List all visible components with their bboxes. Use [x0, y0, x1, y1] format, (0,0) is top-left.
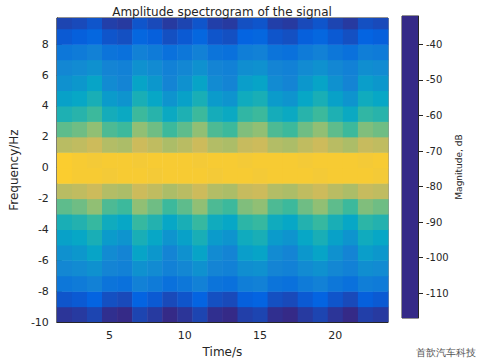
svg-text:-40: -40 [426, 39, 442, 50]
svg-text:20: 20 [328, 329, 342, 342]
svg-text:-70: -70 [426, 146, 442, 157]
svg-text:-6: -6 [38, 254, 49, 267]
svg-text:4: 4 [42, 99, 49, 112]
svg-text:Frequency/Hz: Frequency/Hz [7, 129, 21, 210]
svg-text:2: 2 [42, 130, 49, 143]
svg-text:-60: -60 [426, 110, 442, 121]
svg-text:-4: -4 [38, 223, 49, 236]
svg-text:-100: -100 [426, 252, 449, 263]
svg-text:-80: -80 [426, 181, 442, 192]
svg-text:-110: -110 [426, 288, 449, 299]
svg-text:首歆汽车科技: 首歆汽车科技 [416, 347, 476, 358]
svg-text:-8: -8 [38, 285, 49, 298]
svg-text:10: 10 [178, 329, 192, 342]
svg-text:6: 6 [42, 69, 49, 82]
svg-text:Magnitude, dB: Magnitude, dB [454, 134, 464, 199]
svg-text:0: 0 [42, 161, 49, 174]
svg-text:15: 15 [253, 329, 267, 342]
svg-text:5: 5 [106, 329, 113, 342]
svg-text:-2: -2 [38, 192, 49, 205]
svg-text:-10: -10 [31, 316, 49, 329]
svg-text:Time/s: Time/s [202, 345, 243, 359]
svg-text:8: 8 [42, 38, 49, 51]
svg-text:-90: -90 [426, 217, 442, 228]
svg-text:Amplitude spectrogram of the s: Amplitude spectrogram of the signal [112, 5, 332, 19]
svg-text:-50: -50 [426, 74, 442, 85]
